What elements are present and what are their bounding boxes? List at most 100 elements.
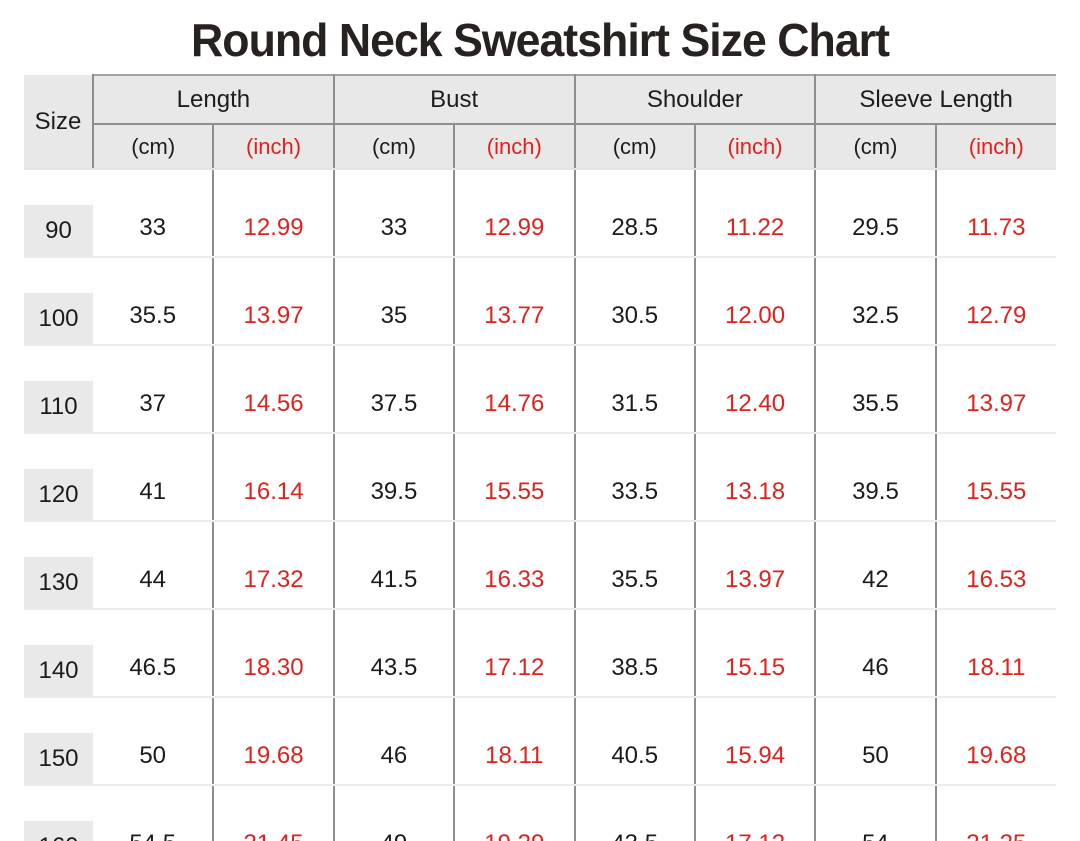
measurement-cell-cm: 29.5 (815, 169, 937, 258)
column-group-length: Length (93, 74, 335, 125)
measurement-cell-inch: 13.77 (454, 257, 576, 346)
measurement-cell-cm: 35.5 (93, 257, 215, 346)
measurement-cell-cm: 33 (93, 169, 215, 258)
size-cell: 90 (24, 169, 93, 258)
measurement-cell-cm: 40.5 (574, 697, 696, 786)
measurement-cell-inch: 17.12 (694, 785, 817, 841)
measurement-cell-inch: 11.73 (935, 169, 1056, 258)
measurement-cell-cm: 39.5 (333, 433, 456, 522)
measurement-cell-inch: 12.00 (694, 257, 817, 346)
measurement-cell-cm: 33.5 (574, 433, 696, 522)
measurement-cell-cm: 50 (93, 697, 215, 786)
unit-header-row: (cm) (inch) (cm) (inch) (cm) (inch) (cm)… (24, 124, 1056, 170)
group-header-row: Size Length Bust Shoulder Sleeve Length (24, 74, 1056, 170)
table-row: 130 44 17.32 41.5 16.33 35.5 13.97 42 16.53 (24, 521, 1056, 610)
size-value: 110 (24, 381, 93, 432)
table-header: Size Length Bust Shoulder Sleeve Length … (24, 74, 1056, 170)
measurement-cell-cm: 44 (93, 521, 215, 610)
measurement-cell-inch: 16.33 (454, 521, 576, 610)
measurement-cell-cm: 46 (333, 697, 456, 786)
measurement-cell-cm: 41.5 (333, 521, 456, 610)
column-group-sleeve-length: Sleeve Length (815, 74, 1056, 125)
measurement-cell-inch: 15.55 (935, 433, 1056, 522)
page-title: Round Neck Sweatshirt Size Chart (191, 14, 890, 66)
measurement-cell-cm: 43.5 (333, 609, 456, 698)
measurement-cell-cm: 30.5 (574, 257, 696, 346)
measurement-cell-inch: 13.97 (694, 521, 817, 610)
column-header-size: Size (24, 75, 94, 170)
measurement-cell-inch: 17.32 (213, 521, 335, 610)
unit-header-sleeve-inch: (inch) (935, 124, 1056, 170)
measurement-cell-cm: 43.5 (574, 785, 696, 841)
measurement-cell-cm: 35.5 (815, 345, 937, 434)
measurement-cell-inch: 18.11 (935, 609, 1056, 698)
measurement-cell-inch: 15.55 (454, 433, 576, 522)
size-value: 130 (24, 557, 93, 608)
measurement-cell-cm: 28.5 (574, 169, 696, 258)
measurement-cell-inch: 17.12 (454, 609, 576, 698)
measurement-cell-inch: 13.97 (213, 257, 335, 346)
size-value: 100 (24, 293, 93, 344)
measurement-cell-inch: 19.68 (213, 697, 335, 786)
measurement-cell-inch: 12.99 (454, 169, 576, 258)
measurement-cell-cm: 54.5 (93, 785, 215, 841)
measurement-cell-cm: 33 (333, 169, 456, 258)
size-cell: 160 (24, 785, 93, 841)
table-row: 100 35.5 13.97 35 13.77 30.5 12.00 32.5 12.79 (24, 257, 1056, 346)
size-cell: 100 (24, 257, 93, 346)
table-row: 16054.521.454919.2943.517.125421.25 (24, 785, 1056, 841)
measurement-cell-inch: 15.15 (694, 609, 817, 698)
measurement-cell-cm: 42 (815, 521, 937, 610)
unit-header-length-cm: (cm) (93, 124, 215, 170)
column-group-shoulder: Shoulder (574, 74, 817, 125)
table-row: 110 37 14.56 37.5 14.76 31.5 12.40 35.5 13.97 (24, 345, 1056, 434)
size-cell: 150 (24, 697, 93, 786)
measurement-cell-cm: 49 (333, 785, 456, 841)
table-row: 140 46.5 18.30 43.5 17.12 38.5 15.15 46 18.11 (24, 609, 1056, 698)
measurement-cell-cm: 39.5 (815, 433, 937, 522)
size-cell: 130 (24, 521, 93, 610)
table-row: 120 41 16.14 39.5 15.55 33.5 13.18 39.5 15.55 (24, 433, 1056, 522)
measurement-cell-inch: 19.29 (454, 785, 576, 841)
measurement-cell-inch: 12.79 (935, 257, 1056, 346)
size-cell: 110 (24, 345, 93, 434)
size-cell: 140 (24, 609, 93, 698)
measurement-cell-cm: 35.5 (574, 521, 696, 610)
measurement-cell-cm: 37.5 (333, 345, 456, 434)
table-body: 90 33 12.99 33 12.99 28.5 11.22 29.5 11.73 100 35.… (24, 169, 1056, 841)
measurement-cell-cm: 32.5 (815, 257, 937, 346)
measurement-cell-cm: 31.5 (574, 345, 696, 434)
measurement-cell-cm: 38.5 (574, 609, 696, 698)
size-value: 120 (24, 469, 93, 520)
table-row: 90 33 12.99 33 12.99 28.5 11.22 29.5 11.73 (24, 169, 1056, 258)
measurement-cell-inch: 14.76 (454, 345, 576, 434)
measurement-cell-inch: 21.45 (213, 785, 335, 841)
measurement-cell-inch: 18.30 (213, 609, 335, 698)
unit-header-bust-cm: (cm) (333, 124, 456, 170)
measurement-cell-cm: 37 (93, 345, 215, 434)
size-chart-table: Size Length Bust Shoulder Sleeve Length … (24, 74, 1056, 841)
size-value: 140 (24, 645, 93, 696)
column-group-bust: Bust (333, 74, 576, 125)
measurement-cell-cm: 35 (333, 257, 456, 346)
measurement-cell-inch: 13.18 (694, 433, 817, 522)
measurement-cell-cm: 46 (815, 609, 937, 698)
measurement-cell-inch: 12.99 (213, 169, 335, 258)
measurement-cell-inch: 16.14 (213, 433, 335, 522)
unit-header-length-inch: (inch) (213, 124, 335, 170)
unit-header-sleeve-cm: (cm) (815, 124, 937, 170)
unit-header-shoulder-inch: (inch) (694, 124, 817, 170)
measurement-cell-inch: 13.97 (935, 345, 1056, 434)
size-value: 150 (24, 733, 93, 784)
measurement-cell-inch: 19.68 (935, 697, 1056, 786)
size-value: 160 (24, 821, 93, 841)
measurement-cell-inch: 14.56 (213, 345, 335, 434)
measurement-cell-inch: 21.25 (935, 785, 1056, 841)
measurement-cell-inch: 16.53 (935, 521, 1056, 610)
measurement-cell-cm: 46.5 (93, 609, 215, 698)
measurement-cell-inch: 11.22 (694, 169, 817, 258)
measurement-cell-inch: 18.11 (454, 697, 576, 786)
measurement-cell-cm: 50 (815, 697, 937, 786)
measurement-cell-inch: 12.40 (694, 345, 817, 434)
